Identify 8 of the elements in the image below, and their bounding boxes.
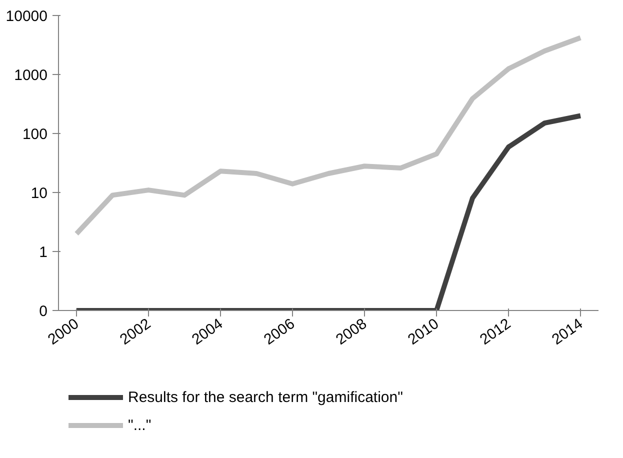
y-tick-label: 10000 [6, 8, 48, 25]
y-tick-label: 100 [22, 126, 48, 143]
legend-label: Results for the search term "gamification" [128, 388, 403, 406]
y-tick-label: 10 [30, 185, 48, 202]
y-tick-label: 1000 [14, 67, 48, 84]
legend-label: "..." [128, 416, 152, 434]
y-tick-label: 1 [39, 244, 48, 261]
y-tick-label: 0 [39, 303, 48, 320]
